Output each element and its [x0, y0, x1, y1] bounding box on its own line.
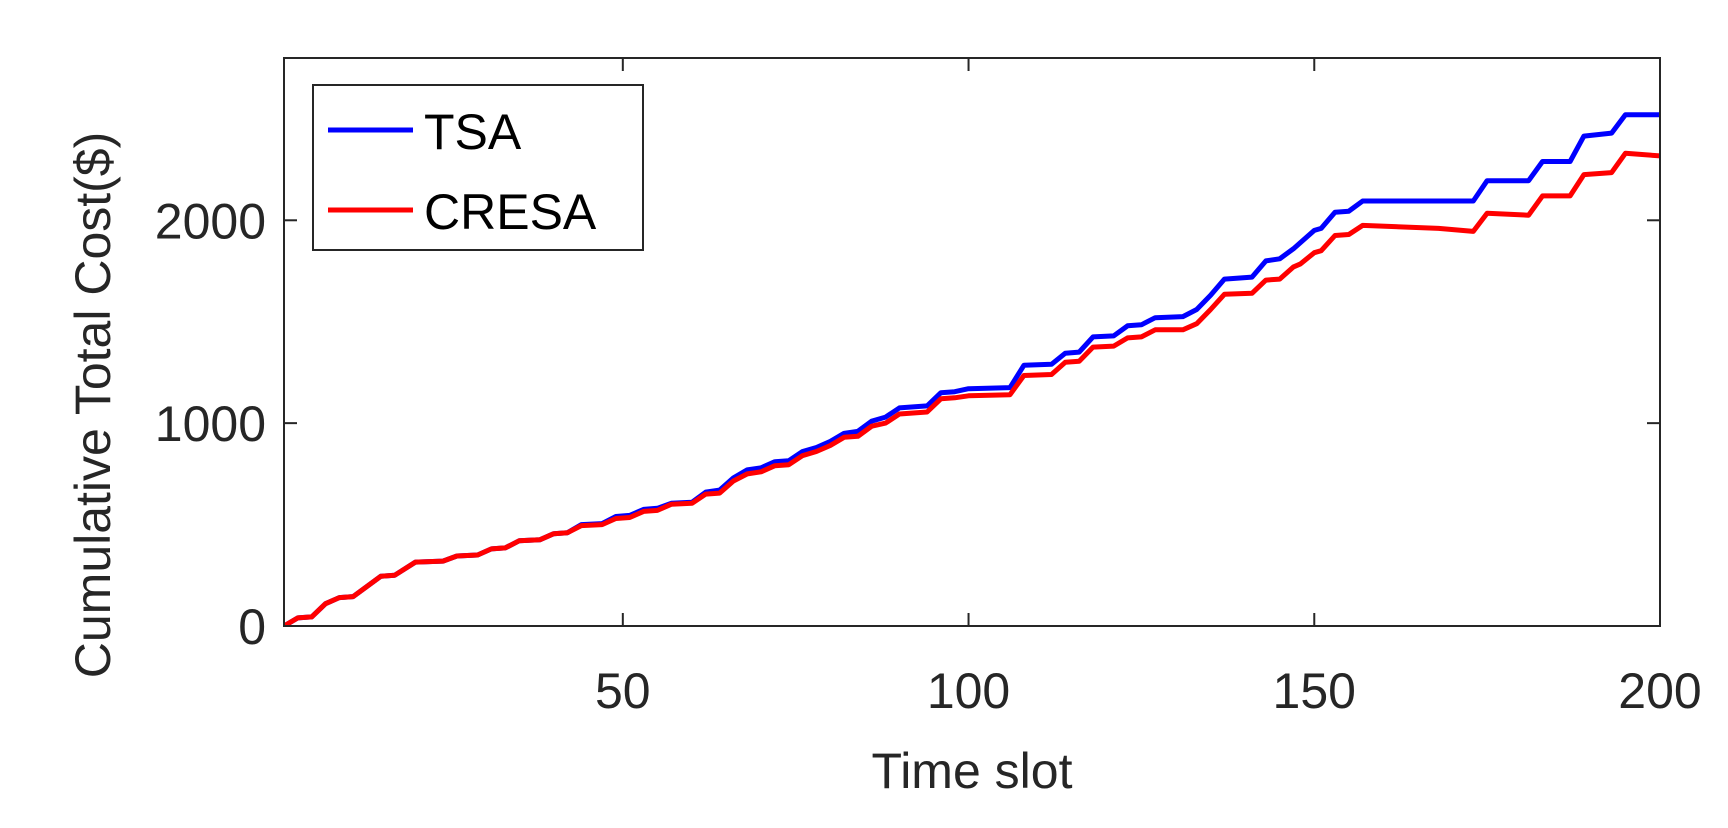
legend-label-cresa: CRESA [424, 184, 597, 240]
legend-label-tsa: TSA [424, 104, 522, 160]
series-line-cresa [284, 150, 1660, 626]
legend: TSA CRESA [312, 84, 644, 251]
x-tick-label-100: 100 [927, 663, 1010, 719]
series-layer [284, 112, 1660, 626]
plot-frame [283, 57, 1661, 627]
x-tick-label-50: 50 [595, 663, 651, 719]
y-tick-label-0: 0 [238, 599, 266, 655]
y-axis-title: Cumulative Total Cost($) [65, 132, 121, 679]
y-tick-label-1000: 1000 [155, 396, 266, 452]
x-tick-label-150: 150 [1273, 663, 1356, 719]
y-tick-label-2000: 2000 [155, 193, 266, 249]
x-axis-title: Time slot [872, 743, 1073, 799]
x-tick-label-200: 200 [1618, 663, 1701, 719]
legend-box [312, 84, 644, 251]
